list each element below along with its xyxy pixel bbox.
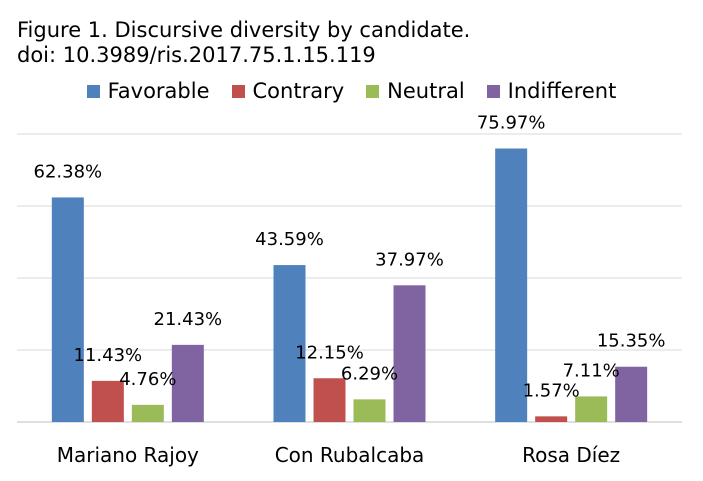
legend-item-indifferent: Indifferent <box>486 79 617 103</box>
data-label: 37.97% <box>375 249 444 270</box>
legend-item-favorable: Favorable <box>86 79 210 103</box>
data-label: 21.43% <box>154 309 223 330</box>
category-label: Con Rubalcaba <box>275 443 425 467</box>
legend-label-indifferent: Indifferent <box>507 79 617 103</box>
legend-item-contrary: Contrary <box>231 79 345 103</box>
bar-favorable <box>273 265 306 422</box>
legend-swatch-neutral <box>366 84 380 98</box>
bar-indifferent <box>171 344 204 422</box>
bar-indifferent <box>393 285 426 422</box>
data-label: 62.38% <box>34 161 103 182</box>
data-label: 6.29% <box>341 363 398 384</box>
chart-doi: doi: 10.3989/ris.2017.75.1.15.119 <box>17 43 376 67</box>
bar-indifferent <box>615 366 648 422</box>
data-label: 75.97% <box>477 113 546 134</box>
legend-swatch-contrary <box>231 84 245 98</box>
category-label: Rosa Díez <box>522 443 620 467</box>
bar-favorable <box>51 197 84 422</box>
data-label: 7.11% <box>563 360 620 381</box>
bar-contrary <box>91 380 124 422</box>
bar-contrary <box>535 416 568 422</box>
data-label: 12.15% <box>295 342 364 363</box>
bar-neutral <box>575 396 608 422</box>
data-label: 43.59% <box>255 229 324 250</box>
legend-label-contrary: Contrary <box>252 79 345 103</box>
data-label: 1.57% <box>523 380 580 401</box>
data-label: 11.43% <box>74 345 143 366</box>
category-label: Mariano Rajoy <box>57 443 199 467</box>
data-label: 4.76% <box>119 369 176 390</box>
data-label: 15.35% <box>597 331 666 352</box>
bar-neutral <box>131 404 164 422</box>
legend-swatch-indifferent <box>486 84 500 98</box>
bar-neutral <box>353 399 386 422</box>
legend-label-neutral: Neutral <box>387 79 465 103</box>
legend-swatch-favorable <box>86 84 100 98</box>
legend: Favorable Contrary Neutral Indifferent <box>0 78 703 104</box>
bar-contrary <box>313 378 346 422</box>
legend-item-neutral: Neutral <box>366 79 465 103</box>
legend-label-favorable: Favorable <box>107 79 210 103</box>
bar-favorable <box>495 148 528 422</box>
chart-title: Figure 1. Discursive diversity by candid… <box>17 18 471 42</box>
